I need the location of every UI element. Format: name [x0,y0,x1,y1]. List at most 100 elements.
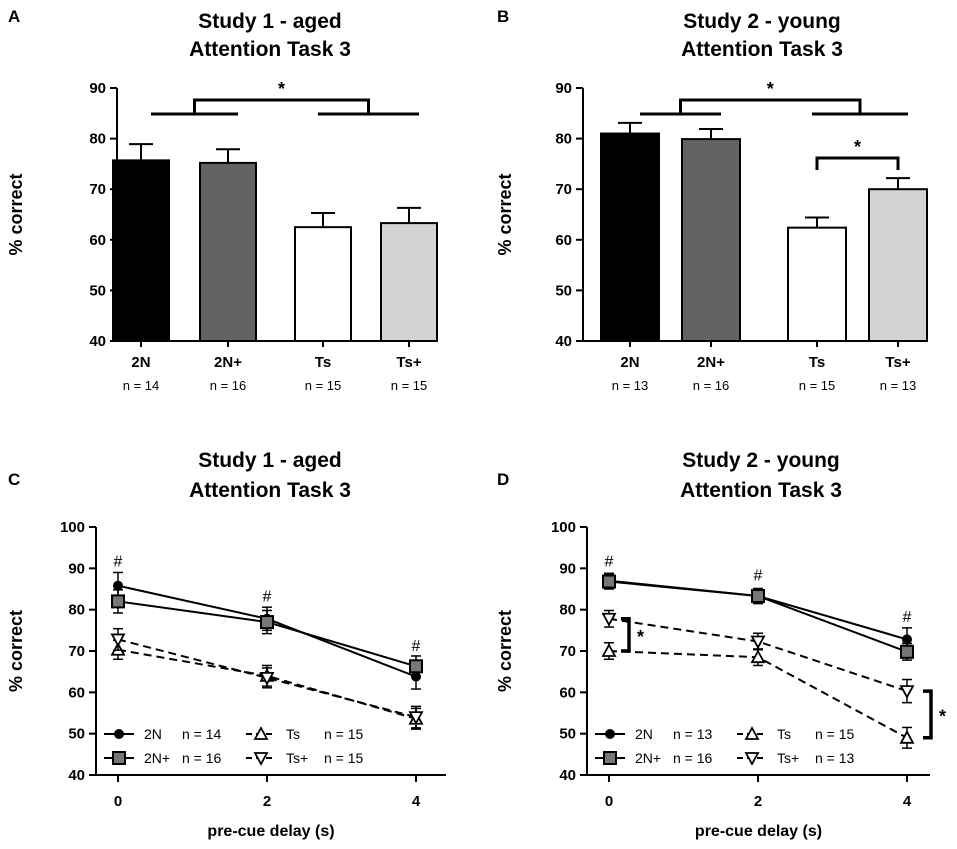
marker-triangle-down [744,752,760,766]
y-tick-label: 80 [555,131,572,148]
marker-square [260,615,274,630]
panel-letter: D [497,470,509,489]
marker-triangle-up [744,726,760,740]
y-tick-label: 100 [60,519,85,536]
legend-n-label: n = 15 [815,726,855,742]
legend-series-name: Ts+ [777,750,799,766]
category-label: 2N+ [697,354,725,371]
category-label: Ts+ [396,354,421,371]
bar-Ts+ [868,188,928,342]
y-axis-label: % correct [6,610,26,692]
category-label: Ts+ [885,354,910,371]
marker-triangle-up [253,726,269,740]
y-tick-label: 70 [555,181,572,198]
marker-triangle-down [253,752,269,766]
panel-A: A Study 1 - aged Attention Task 3 40 50 60 70 8… [6,7,438,393]
panel-letter: A [8,7,20,26]
sig-bracket [815,156,900,170]
hash-annotation: # [114,553,123,570]
legend-series-name: 2N+ [144,750,170,766]
x-tick-label: 4 [412,793,421,810]
y-tick-label: 70 [559,643,576,660]
marker-triangle-down [408,711,424,726]
legend-n-label: n = 15 [324,726,364,742]
marker-square [603,751,617,765]
marker-square [751,589,765,604]
y-tick-label: 90 [555,80,572,97]
x-axis-label: pre-cue delay (s) [695,823,822,840]
legend-n-label: n = 13 [673,726,713,742]
category-label: Ts [809,354,825,371]
marker-triangle-down [601,612,617,627]
legend-series-name: Ts [777,726,791,742]
legend-series-name: 2N [635,726,653,742]
y-axis-label: % correct [6,173,26,255]
bar-2N+ [199,161,257,342]
y-tick-label: 60 [89,232,106,249]
hash-annotation: # [605,553,614,570]
marker-square [111,594,125,609]
y-axis-label: % correct [495,173,515,255]
y-tick-label: 40 [555,333,572,350]
bar-Ts+ [380,222,438,343]
x-tick-label: 2 [754,793,762,810]
n-label: n = 13 [612,378,649,393]
y-tick-label: 50 [68,726,85,743]
category-label: 2N [620,354,639,371]
hash-annotation: # [903,609,912,626]
chart-subtitle: Attention Task 3 [189,38,351,61]
series-line-Ts [117,648,417,720]
y-tick-label: 50 [555,282,572,299]
marker-triangle-up [601,643,617,657]
legend-series-name: Ts+ [286,750,308,766]
marker-circle [113,580,123,591]
n-label: n = 15 [391,378,428,393]
significance-label: * [637,627,644,647]
legend-n-label: n = 16 [182,750,222,766]
y-axis-label: % correct [495,610,515,692]
y-tick-label: 80 [68,602,85,619]
significance-label: * [767,79,774,99]
marker-circle [605,729,615,739]
y-tick-label: 90 [68,560,85,577]
significance-label: * [939,706,946,726]
x-tick-label: 2 [263,793,271,810]
chart-subtitle: Attention Task 3 [681,38,843,61]
x-axis-label: pre-cue delay (s) [207,823,334,840]
x-tick-label: 0 [605,793,613,810]
sig-bracket [679,98,862,114]
bar-Ts [787,226,847,343]
n-label: n = 15 [305,378,342,393]
sig-bracket [193,98,370,114]
marker-square [409,659,423,674]
legend-n-label: n = 16 [673,750,713,766]
chart-subtitle: Attention Task 3 [189,479,351,502]
category-label: 2N+ [214,354,242,371]
marker-square [112,751,126,765]
n-label: n = 15 [799,378,836,393]
y-tick-label: 60 [555,232,572,249]
y-tick-label: 80 [559,602,576,619]
bar-2N [600,132,660,342]
legend-n-label: n = 13 [815,750,855,766]
marker-triangle-down [110,633,126,648]
marker-triangle-down [899,685,915,699]
sig-bracket [923,689,933,740]
panel-B: B Study 2 - young Attention Task 3 40 50 60 70… [495,7,928,393]
y-tick-label: 70 [89,181,106,198]
hash-annotation: # [412,638,421,655]
y-tick-label: 90 [559,560,576,577]
y-tick-label: 40 [68,767,85,784]
chart-title: Study 1 - aged [198,449,342,472]
bar-2N+ [681,138,741,342]
marker-triangle-up [750,649,766,664]
n-label: n = 14 [123,378,160,393]
significance-label: * [854,137,861,157]
legend-series-name: Ts [286,726,300,742]
marker-circle [902,634,912,645]
hash-annotation: # [263,588,272,605]
chart-title: Study 1 - aged [198,10,342,33]
